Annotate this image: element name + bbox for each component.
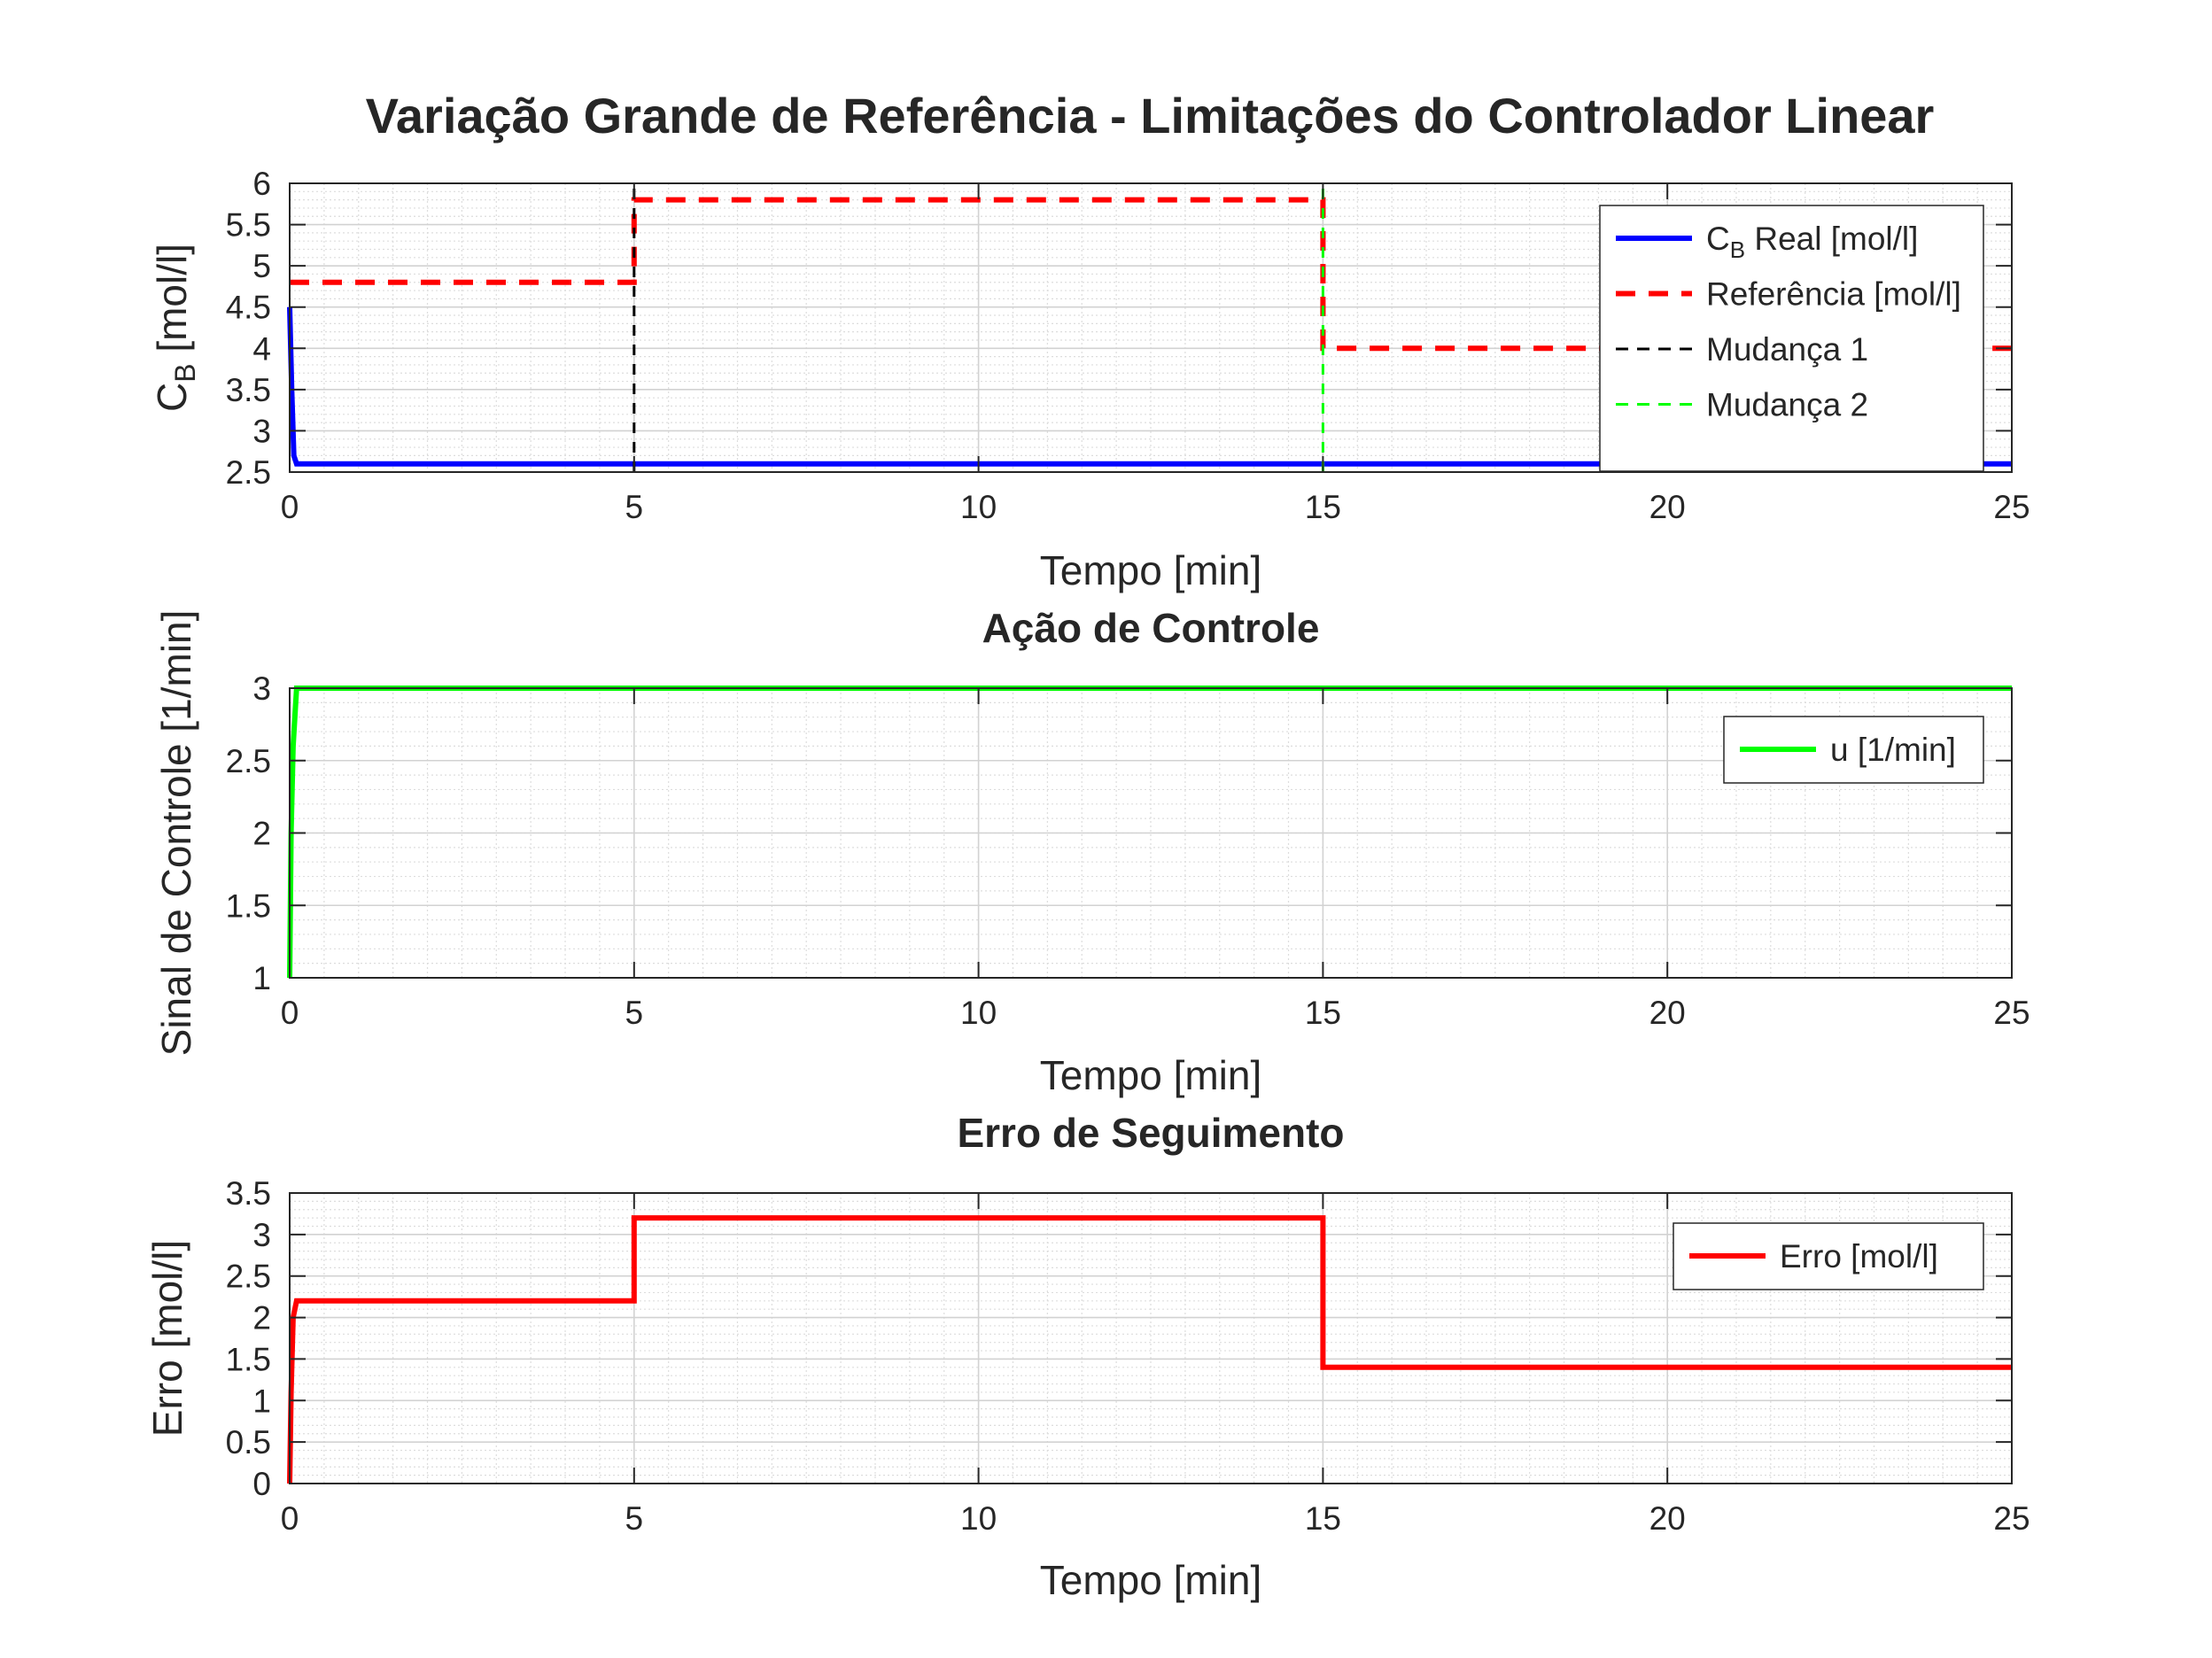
y-tick-label: 2 [252,816,271,852]
x-axis-label: Tempo [min] [1040,1557,1262,1603]
x-tick-label: 15 [1305,489,1341,525]
subplot-title: Erro de Seguimento [957,1110,1344,1156]
legend: Erro [mol/l] [1673,1222,1984,1290]
subplot-1: 0 5 10 15 20 25 2.5 3 3.5 4 4.5 5 5.5 6 Tempo [min] CB … [149,166,2030,593]
y-tick-label: 5.5 [226,207,271,244]
y-tick-label: 1 [252,960,271,996]
y-tick-label: 3 [252,670,271,707]
y-tick-label: 0 [252,1466,271,1502]
x-tick-label: 10 [960,1500,997,1537]
legend: u [1/min] [1723,716,1984,784]
series-line-1 [287,1215,2012,1484]
y-tick-label: 2.5 [226,1259,271,1295]
x-tick-label: 5 [625,489,644,525]
y-tick-label: 4.5 [226,290,271,326]
subplot-title: Ação de Controle [982,605,1320,651]
legend-box [1599,205,1984,472]
x-tick-label: 20 [1649,1500,1686,1537]
x-tick-label: 25 [1993,489,2030,525]
axes-box [289,1192,2013,1484]
y-tick-label: 1.5 [226,887,271,924]
x-tick-label: 25 [1993,1500,2030,1537]
x-tick-label: 0 [281,995,299,1031]
y-tick-label: 4 [252,330,271,367]
y-tick-label: 0.5 [226,1424,271,1460]
y-axis-label: Erro [mol/l] [144,1240,190,1437]
axes-box [289,182,2013,473]
legend-label-1: Erro [mol/l] [1780,1238,1938,1274]
y-tick-label: 3.5 [226,1175,271,1212]
y-tick-label: 1.5 [226,1341,271,1377]
x-tick-label: 15 [1305,1500,1341,1537]
subplot-3: 0 5 10 15 20 25 0 0.5 1 1.5 2 2.5 3 3.5 Erro de Seguim… [144,1110,2030,1603]
x-tick-label: 5 [625,995,644,1031]
y-tick-label: 2 [252,1300,271,1336]
y-tick-label: 3 [252,413,271,449]
y-tick-label: 1 [252,1383,271,1419]
y-tick-label: 5 [252,248,271,284]
y-tick-label: 2.5 [226,454,271,491]
x-tick-label: 0 [281,489,299,525]
x-tick-label: 25 [1993,995,2030,1031]
x-tick-label: 15 [1305,995,1341,1031]
x-tick-label: 0 [281,1500,299,1537]
x-axis-label: Tempo [min] [1040,1052,1262,1098]
y-tick-label: 3 [252,1217,271,1253]
legend-label-4: Mudança 2 [1706,387,1868,423]
figure-title: Variação Grande de Referência - Limitaçõ… [366,88,1935,143]
subplot-2: 0 5 10 15 20 25 1 1.5 2 2.5 3 Ação de Controle Tempo… [153,605,2030,1098]
y-axis-label: Sinal de Controle [1/min] [153,610,199,1057]
x-axis-label: Tempo [min] [1040,547,1262,593]
legend-label-1: CB Real [mol/l] [1706,221,1918,263]
legend-label-1: u [1/min] [1830,732,1956,768]
y-tick-label: 3.5 [226,372,271,408]
x-tick-label: 20 [1649,995,1686,1031]
x-tick-label: 20 [1649,489,1686,525]
legend-label-3: Mudança 1 [1706,331,1868,368]
legend-label-2: Referência [mol/l] [1706,276,1961,313]
x-tick-label: 10 [960,489,997,525]
y-axis-label: CB [mol/l] [149,244,201,412]
x-tick-label: 5 [625,1500,644,1537]
y-tick-label: 6 [252,166,271,202]
series-line-2 [290,197,2012,352]
y-tick-label: 2.5 [226,743,271,779]
legend: CB Real [mol/l] Referência [mol/l] Mudança… [1599,205,1984,472]
series-line-1 [287,306,2012,467]
x-tick-label: 10 [960,995,997,1031]
